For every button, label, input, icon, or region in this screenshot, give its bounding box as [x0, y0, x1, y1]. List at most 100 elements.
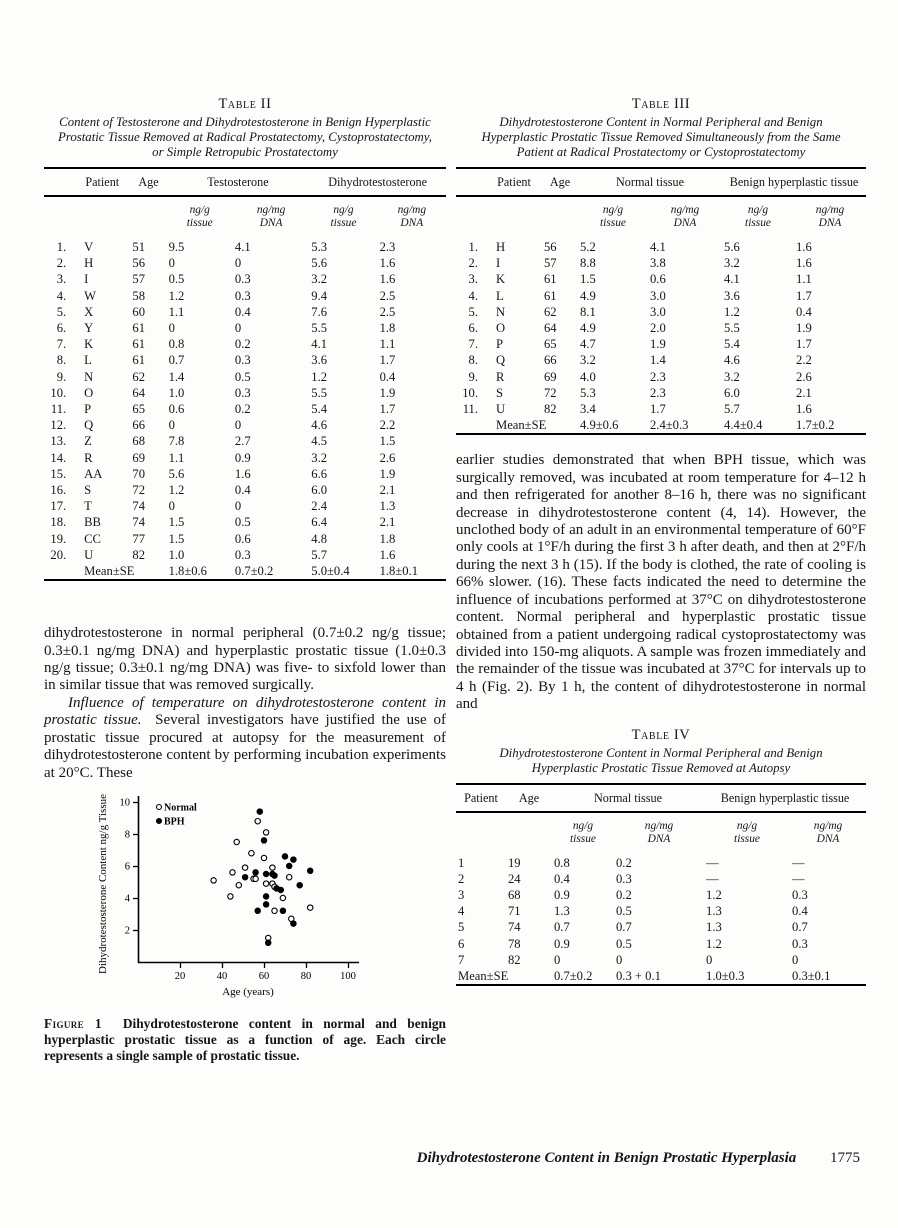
table-cell: 0 [234, 321, 242, 336]
table-cell: 9.5 [168, 240, 185, 254]
table4-section: Table IV Dihydrotestosterone Content in … [456, 726, 867, 987]
table-cell: 0.5 [234, 369, 251, 384]
svg-text:10: 10 [120, 797, 131, 808]
table-row: 20. U 82 1.0 0.3 5.7 1.6 [44, 547, 446, 563]
svg-text:Dihydrotestosterone Content ng: Dihydrotestosterone Content ng/g Tissue [97, 794, 109, 974]
table-cell: 7.6 [311, 304, 328, 319]
table-cell: 5.6 [311, 256, 328, 271]
table-cell: 4.6 [724, 353, 740, 368]
column-header-patient: Patient [486, 168, 542, 197]
table-cell: 1.6 [379, 256, 396, 271]
table-cell: 5.5 [311, 321, 328, 336]
table-cell: 1.0 [168, 385, 185, 400]
table-cell: 3.2 [724, 369, 740, 384]
table3-units-row: ng/g tissue ng/mg DNA ng/g tissue ng/mg … [456, 196, 866, 239]
table-cell: 82 [508, 952, 521, 967]
table-row: 2. H 56 0 0 5.6 1.6 [44, 255, 446, 271]
table-cell: W [84, 288, 97, 303]
svg-text:60: 60 [259, 971, 270, 982]
table-cell: 0.5 [234, 515, 251, 530]
table-cell: Mean±SE [496, 418, 547, 433]
table-cell: 9.4 [311, 288, 328, 303]
table-cell: 0.4 [792, 904, 808, 919]
table-row: 9. R 69 4.0 2.3 3.2 2.6 [456, 369, 866, 385]
table-cell: 5.7 [311, 547, 328, 562]
figure-section: 2 4 6 8 10 20 40 60 80 100 Normal BPH Age (years) Dih… [96, 792, 446, 1009]
table3-label: Table III [631, 96, 691, 112]
table-cell: 68 [132, 434, 145, 449]
table-cell: 0 [234, 499, 242, 514]
table-cell: 4.0 [580, 369, 596, 384]
table-cell [130, 563, 166, 580]
table-cell: 1.4 [650, 353, 666, 368]
table-cell: 2.5 [379, 288, 396, 303]
table-cell: 1.6 [379, 272, 396, 287]
table-cell: 2.1 [379, 483, 396, 498]
table-cell [542, 417, 578, 434]
table-cell: 0.7 [616, 920, 632, 935]
table3-header-row: Patient Age Normal tissue Benign hyperpl… [456, 168, 867, 197]
table-cell: 0.5 [616, 936, 632, 951]
table-cell: L [84, 353, 92, 368]
table-row: 1. V 51 9.5 4.1 5.3 2.3 [44, 239, 446, 255]
table-row: 18. BB 74 1.5 0.5 6.4 2.1 [44, 514, 446, 530]
table-cell: — [706, 871, 719, 886]
table-cell: K [84, 337, 94, 352]
table-cell: 0.3 + 0.1 [616, 968, 661, 983]
figure-caption: Figure 1 Dihydrotestosterone content in … [44, 1015, 446, 1063]
column-header-age: Age [130, 168, 167, 197]
table4-label: Table IV [631, 726, 691, 743]
table-row: 11. U 82 3.4 1.7 5.7 1.6 [456, 401, 866, 417]
table-cell: 4.9 [580, 321, 596, 336]
table-cell: 12. [50, 418, 67, 433]
table-cell: — [706, 855, 719, 870]
table3-mean: Mean±SE 4.9±0.6 2.4±0.3 4.4±0.4 1.7±0.2 [456, 417, 866, 434]
table2-section: Table II Content of Testosterone and Dih… [44, 96, 446, 582]
table-cell: 3.2 [311, 450, 328, 465]
table-cell: 3.6 [311, 353, 328, 368]
table-cell: — [792, 855, 805, 870]
table-row: 4. W 58 1.2 0.3 9.4 2.5 [44, 288, 446, 304]
table-cell: 0.9 [554, 887, 570, 902]
svg-text:4: 4 [125, 893, 131, 904]
table-cell: 4.1 [311, 337, 328, 352]
table-cell: 74 [132, 515, 145, 530]
table-cell: 10. [462, 385, 478, 400]
table4-mean: Mean±SE 0.7±0.2 0.3 + 0.1 1.0±0.3 0.3±0.1 [456, 968, 866, 985]
table-row: 16. S 72 1.2 0.4 6.0 2.1 [44, 482, 446, 498]
table-cell: 4.8 [311, 531, 328, 546]
table-cell: 69 [544, 369, 557, 384]
table-row: 13. Z 68 7.8 2.7 4.5 1.5 [44, 433, 446, 449]
figure-caption-label: Figure 1 [44, 1015, 102, 1031]
table-row: 1. H 56 5.2 4.1 5.6 1.6 [456, 239, 866, 255]
svg-text:2: 2 [125, 925, 130, 936]
table-cell: 1.0 [168, 547, 185, 562]
table-cell: 72 [544, 385, 557, 400]
table-cell: 18. [50, 515, 67, 530]
svg-text:80: 80 [301, 971, 312, 982]
table-cell: R [84, 450, 93, 465]
table-cell: 74 [132, 499, 145, 514]
column-header-testosterone: Testosterone [166, 168, 310, 197]
table-cell: 0 [554, 952, 561, 967]
table-cell: 0.4 [234, 304, 251, 319]
table-cell: 57 [132, 272, 145, 287]
table-row: 7 82 0 0 0 0 [456, 952, 866, 968]
table-row: 10. S 72 5.3 2.3 6.0 2.1 [456, 385, 866, 401]
figure-plot: 2 4 6 8 10 20 40 60 80 100 Normal BPH Age (years) Dih… [97, 794, 359, 998]
table-cell: 0.2 [234, 337, 251, 352]
table-cell: 9. [468, 369, 478, 384]
table2-units-row: ng/g tissue ng/mg DNA ng/g tissue ng/mg … [44, 196, 446, 239]
table-cell: CC [84, 531, 101, 546]
table-row: 11. P 65 0.6 0.2 5.4 1.7 [44, 401, 446, 417]
table-cell: N [84, 369, 94, 384]
table-cell: 4.7 [580, 337, 596, 352]
table-cell: X [84, 304, 94, 319]
table-cell: U [496, 402, 506, 417]
table-cell: 0.3 [792, 887, 808, 902]
table-cell: 1.1 [168, 304, 185, 319]
table-cell: 5.3 [311, 240, 328, 254]
table-cell: 11. [50, 402, 67, 417]
table-cell: 5.2 [580, 240, 596, 254]
